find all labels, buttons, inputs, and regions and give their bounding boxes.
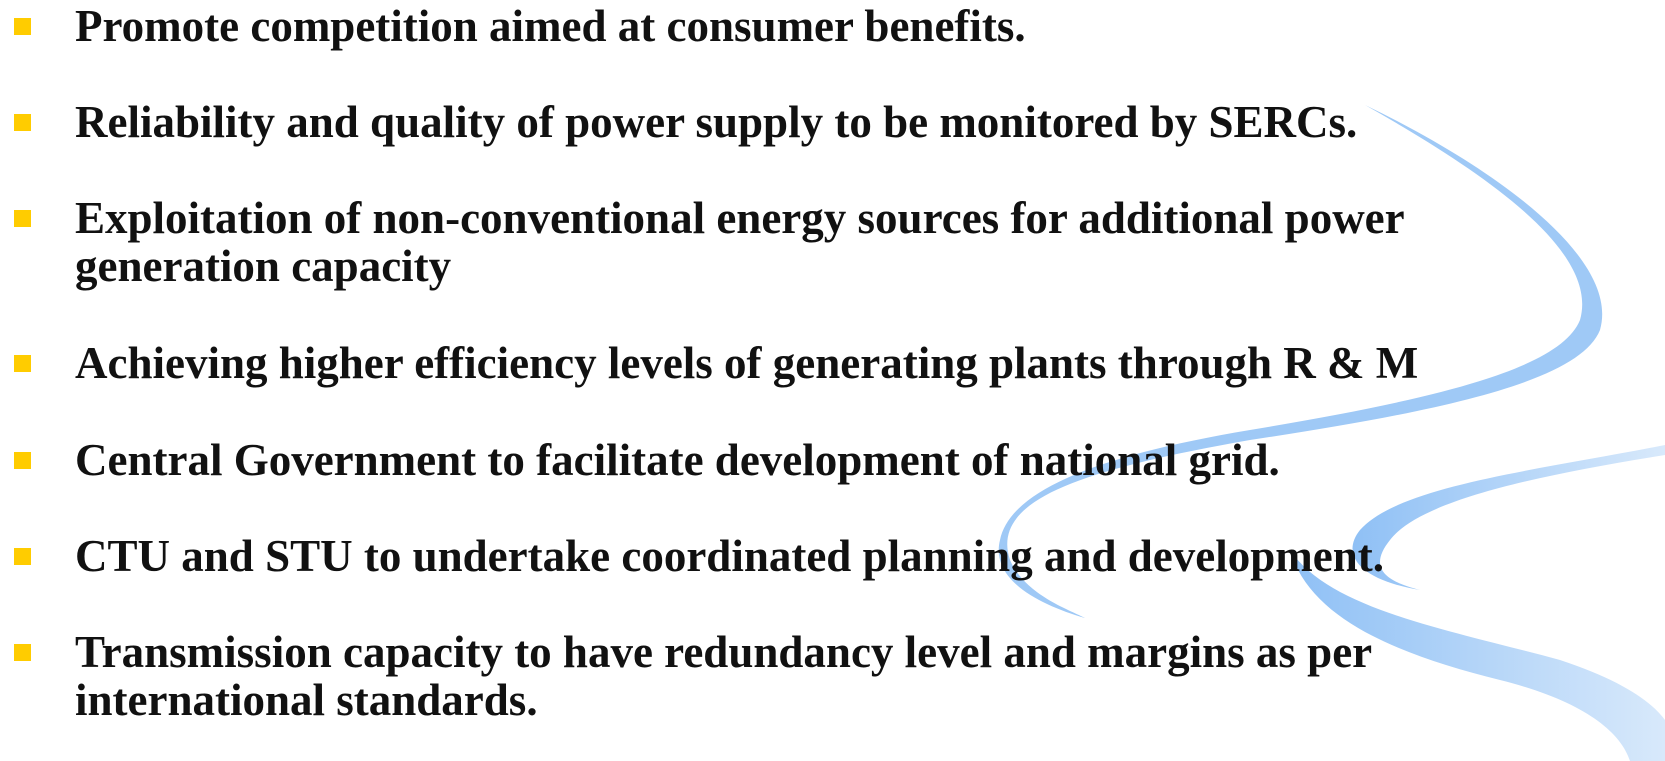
bullet-marker [14, 548, 31, 565]
bullet-marker [14, 18, 31, 35]
ribbon [1353, 445, 1665, 590]
bullet-marker [14, 644, 31, 661]
bullet-marker [14, 114, 31, 131]
bullet-marker [14, 452, 31, 469]
bullet-text: Exploitation of non-conventional energy … [75, 194, 1405, 242]
bullet-text: Reliability and quality of power supply … [75, 98, 1357, 146]
bullet-text: CTU and STU to undertake coordinated pla… [75, 532, 1384, 580]
bullet-text: international standards. [75, 676, 538, 724]
bullet-text: generation capacity [75, 242, 451, 290]
bullet-text: Achieving higher efficiency levels of ge… [75, 339, 1418, 387]
bullet-text: Central Government to facilitate develop… [75, 436, 1280, 484]
bullet-text: Promote competition aimed at consumer be… [75, 2, 1026, 50]
bullet-text: Transmission capacity to have redundancy… [75, 628, 1372, 676]
bullet-marker [14, 210, 31, 227]
slide: Promote competition aimed at consumer be… [0, 0, 1665, 761]
bullet-marker [14, 355, 31, 372]
